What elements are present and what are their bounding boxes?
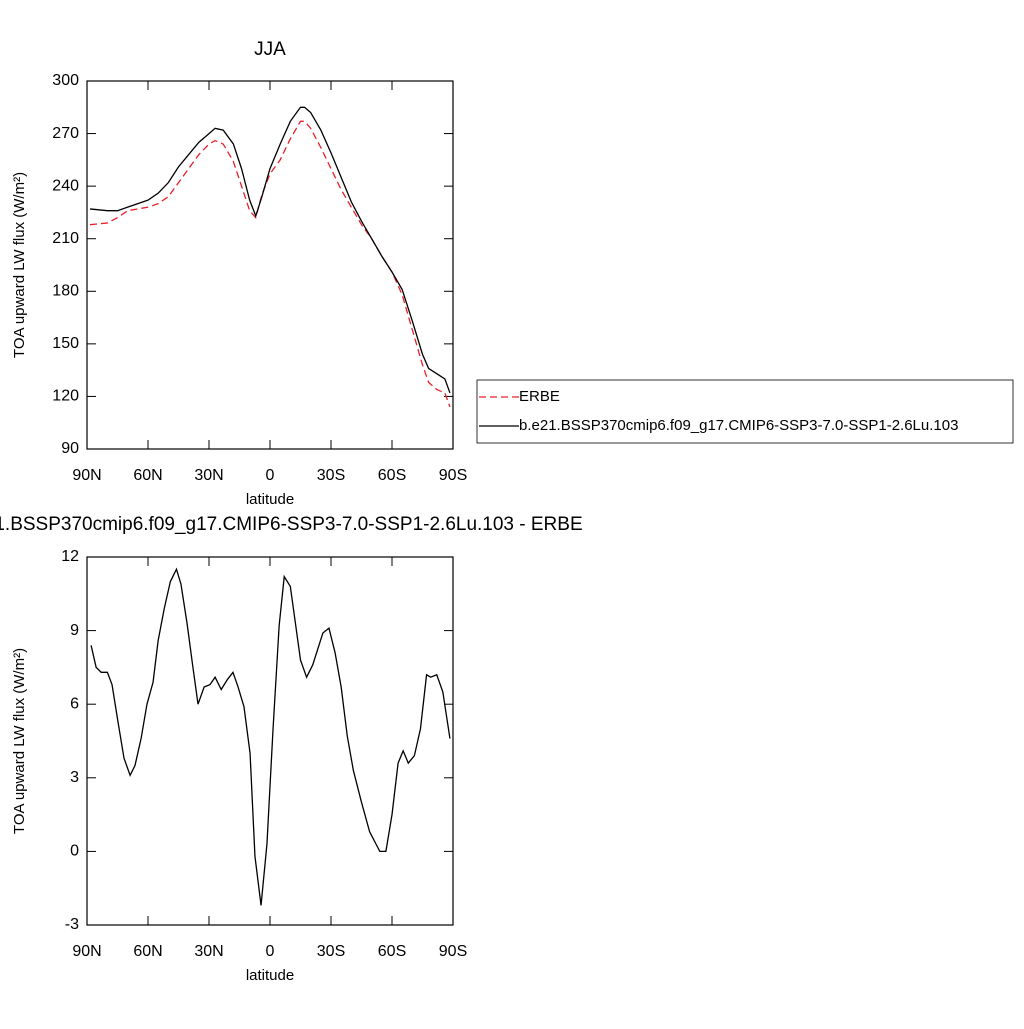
x-tick-label: 30S	[317, 943, 345, 960]
y-tick-label: 240	[52, 177, 79, 194]
y-axis-label: TOA upward LW flux (W/m²)	[11, 172, 28, 358]
x-axis-label: latitude	[246, 491, 294, 508]
x-tick-label: 90N	[72, 467, 101, 484]
x-axis-label: latitude	[246, 967, 294, 984]
y-tick-label: 6	[70, 695, 79, 712]
data-line	[90, 567, 451, 906]
y-tick-label: -3	[65, 916, 79, 933]
y-tick-label: 0	[70, 843, 79, 860]
y-tick-label: 9	[70, 622, 79, 639]
data-line	[89, 120, 451, 408]
x-tick-label: 90S	[439, 943, 467, 960]
y-tick-label: 270	[52, 125, 79, 142]
x-tick-label: 30N	[194, 943, 223, 960]
y-tick-label: 3	[70, 769, 79, 786]
y-axis-label: TOA upward LW flux (W/m²)	[11, 648, 28, 834]
x-tick-label: 90S	[439, 467, 467, 484]
data-line	[89, 106, 451, 394]
plot-frame	[86, 80, 454, 450]
x-tick-label: 30N	[194, 467, 223, 484]
x-tick-label: 0	[266, 943, 275, 960]
y-tick-label: 150	[52, 335, 79, 352]
legend-label: b.e21.BSSP370cmip6.f09_g17.CMIP6-SSP3-7.…	[519, 417, 958, 434]
y-tick-label: 210	[52, 230, 79, 247]
legend-label: ERBE	[519, 388, 560, 405]
y-tick-label: 90	[61, 440, 79, 457]
x-tick-label: 0	[266, 467, 275, 484]
y-tick-label: 300	[52, 72, 79, 89]
y-tick-label: 180	[52, 283, 79, 300]
x-tick-label: 60S	[378, 467, 406, 484]
x-tick-label: 60S	[378, 943, 406, 960]
x-tick-label: 60N	[133, 943, 162, 960]
chart-title: b.e21.BSSP370cmip6.f09_g17.CMIP6-SSP3-7.…	[0, 514, 583, 535]
x-tick-label: 60N	[133, 467, 162, 484]
plot-frame	[86, 556, 454, 926]
legend-box	[476, 379, 1014, 444]
y-tick-label: 120	[52, 388, 79, 405]
chart-title: JJA	[254, 39, 286, 60]
y-tick-label: 12	[61, 548, 79, 565]
x-tick-label: 90N	[72, 943, 101, 960]
x-tick-label: 30S	[317, 467, 345, 484]
